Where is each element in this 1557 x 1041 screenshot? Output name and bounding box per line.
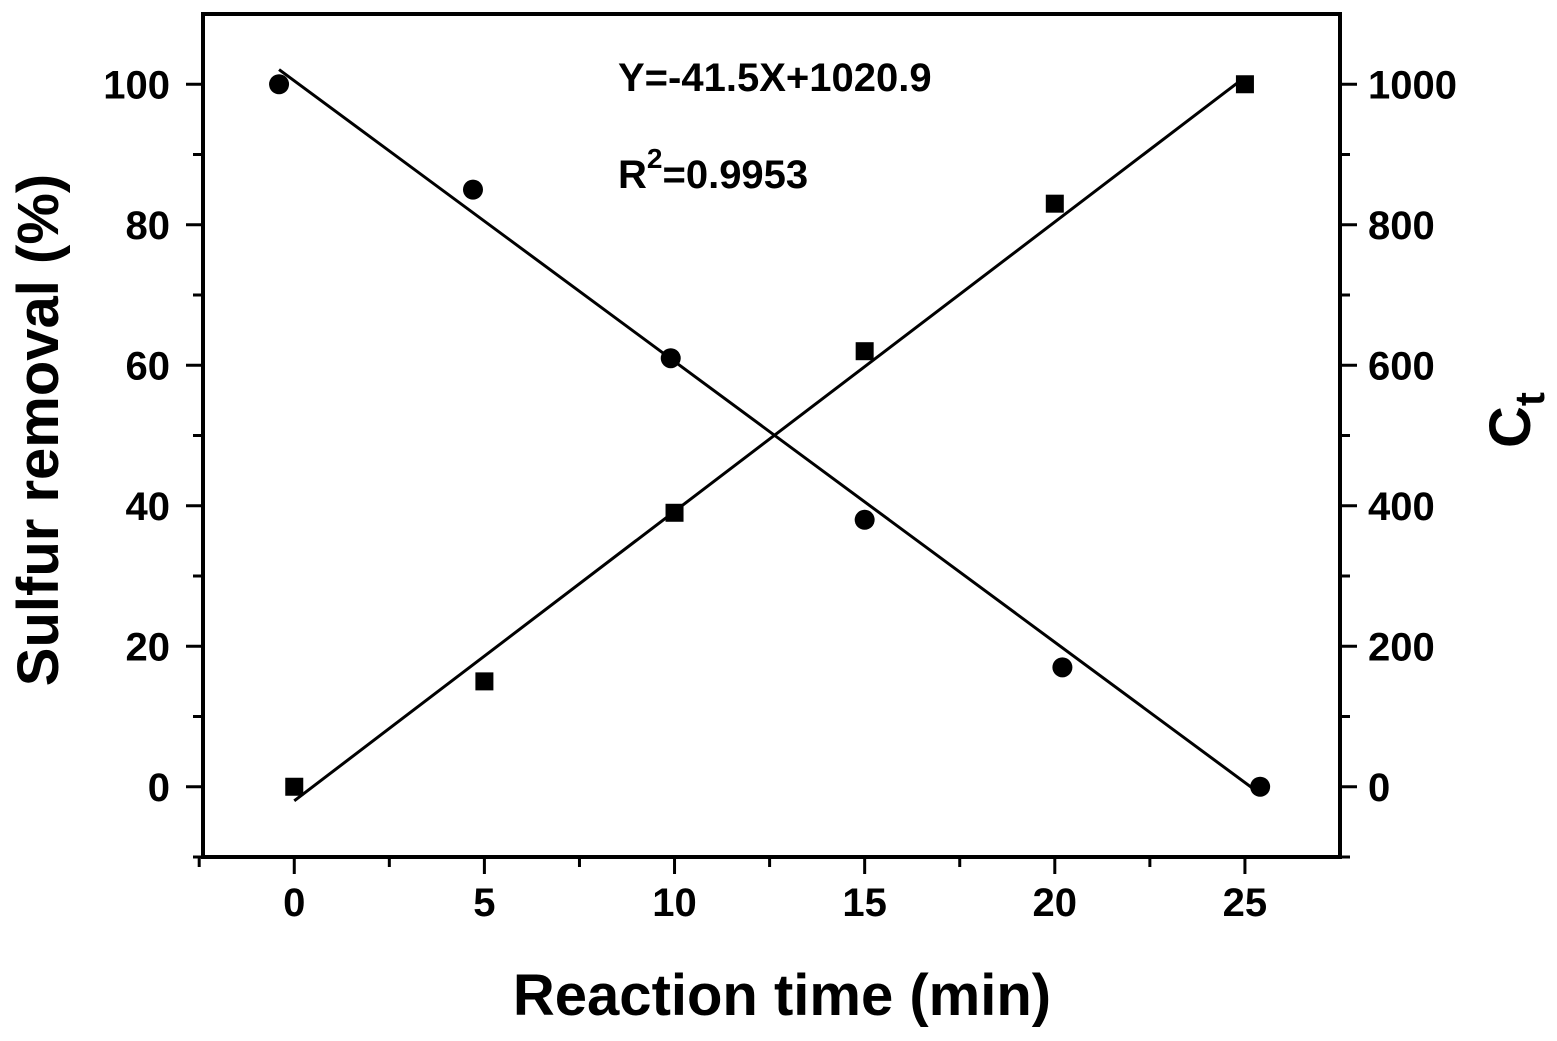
y-right-tick-label: 0: [1368, 766, 1390, 810]
x-tick-label: 20: [1033, 881, 1078, 925]
circle-marker: [463, 180, 483, 200]
equation-annotation: Y=-41.5X+1020.9: [618, 56, 932, 100]
square-marker: [285, 778, 303, 796]
square-marker: [1046, 195, 1064, 213]
x-axis-title: Reaction time (min): [513, 963, 1051, 1028]
circle-marker: [855, 510, 875, 530]
circle-marker: [1052, 657, 1072, 677]
y-right-tick-label: 400: [1368, 485, 1435, 529]
y-left-tick-label: 60: [126, 344, 171, 388]
square-marker: [475, 672, 493, 690]
r-squared-value: =0.9953: [662, 153, 808, 197]
y-left-tick-label: 0: [148, 766, 170, 810]
y-left-tick-label: 80: [126, 204, 171, 248]
square-marker: [1236, 75, 1254, 93]
y-left-tick-label: 40: [126, 485, 171, 529]
square-marker: [666, 504, 684, 522]
r-squared-superscript: 2: [647, 143, 663, 174]
r-squared-annotation: R2=0.9953: [618, 143, 808, 197]
circle-marker: [269, 74, 289, 94]
y-left-tick-label: 100: [103, 63, 170, 107]
y-axis-right-title-subscript: t: [1506, 392, 1553, 406]
circle-marker: [1250, 777, 1270, 797]
square-marker: [856, 342, 874, 360]
y-right-tick-label: 600: [1368, 344, 1435, 388]
circle-marker: [661, 348, 681, 368]
axis-ticks: [186, 84, 1357, 874]
x-tick-label: 15: [842, 881, 887, 925]
x-tick-label: 5: [473, 881, 495, 925]
x-tick-label: 10: [652, 881, 697, 925]
y-axis-left-title: Sulfur removal (%): [6, 174, 71, 686]
r-squared-prefix: R: [618, 153, 647, 197]
y-right-tick-label: 800: [1368, 204, 1435, 248]
y-right-tick-label: 1000: [1368, 63, 1457, 107]
y-axis-right-title-main: C: [1478, 406, 1543, 448]
y-right-tick-label: 200: [1368, 625, 1435, 669]
y-left-tick-label: 20: [126, 625, 171, 669]
y-axis-right-title: Ct: [1478, 392, 1553, 448]
x-tick-label: 25: [1223, 881, 1268, 925]
x-tick-label: 0: [283, 881, 305, 925]
